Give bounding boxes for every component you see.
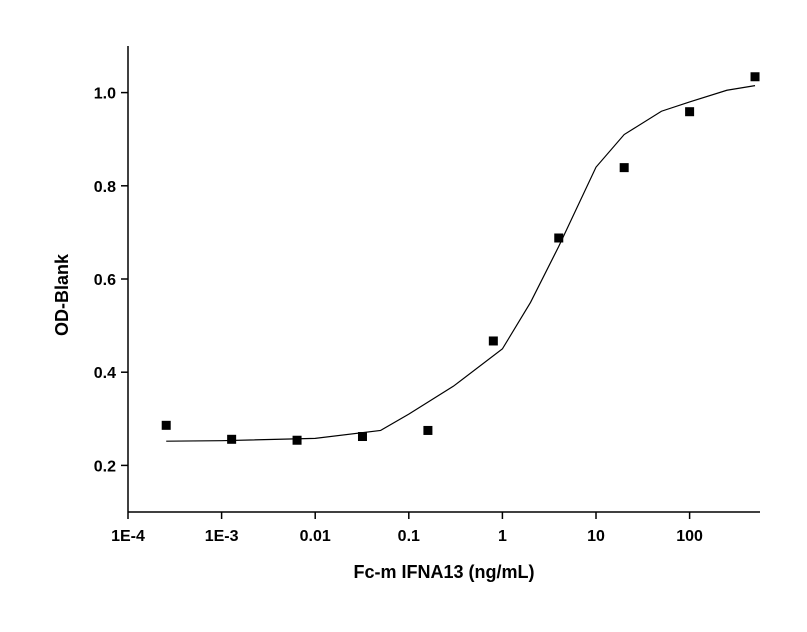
point (423, 425, 433, 435)
y-tick-label: 0.8 (94, 179, 116, 196)
point (750, 72, 760, 82)
point (554, 233, 564, 243)
x-tick-label: 1E-4 (111, 528, 145, 545)
x-tick-label: 100 (676, 528, 703, 545)
x-tick-label: 1 (498, 528, 507, 545)
y-tick-label: 0.6 (94, 272, 116, 289)
point (685, 107, 695, 117)
point (227, 434, 237, 444)
point (488, 336, 498, 346)
y-tick-label: 1.0 (94, 86, 116, 103)
y-axis-title: OD-Blank (52, 253, 72, 336)
point (292, 435, 302, 445)
x-tick-label: 0.1 (398, 528, 420, 545)
y-tick-label: 0.2 (94, 458, 116, 475)
fit-curve (166, 85, 756, 442)
y-tick-label: 0.4 (94, 365, 116, 382)
point (357, 432, 367, 442)
x-tick-label: 1E-3 (205, 528, 239, 545)
x-axis-title: Fc-m IFNA13 (ng/mL) (353, 562, 534, 582)
x-tick-label: 0.01 (300, 528, 331, 545)
point (161, 420, 171, 430)
point (619, 163, 629, 173)
x-tick-label: 10 (587, 528, 605, 545)
